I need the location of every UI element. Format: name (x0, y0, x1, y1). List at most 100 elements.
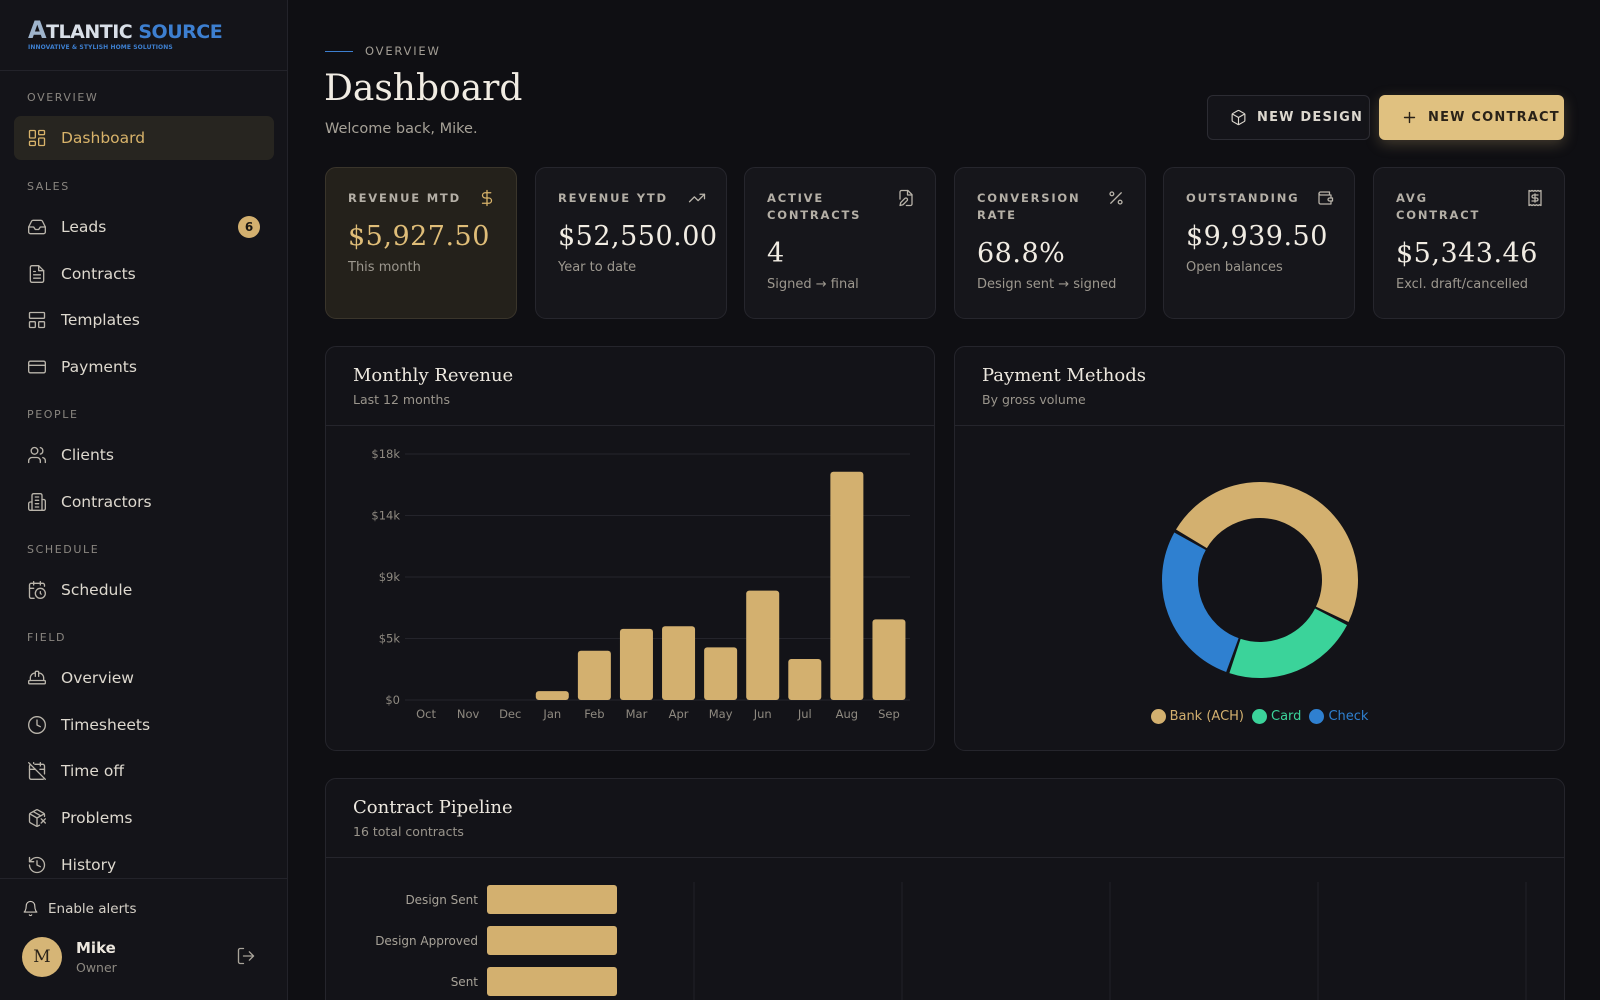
sidebar-item-history[interactable]: History (14, 843, 274, 887)
sidebar-item-label: Leads (61, 218, 107, 236)
panel-title: Contract Pipeline (353, 797, 513, 818)
bar-may[interactable] (704, 647, 738, 700)
bar-feb[interactable] (577, 650, 611, 700)
percent-icon (1109, 191, 1123, 205)
sidebar-item-time-off[interactable]: Time off (14, 749, 274, 793)
sidebar-item-leads[interactable]: Leads 6 (14, 205, 274, 249)
sidebar-item-label: Contractors (61, 492, 152, 511)
user-name: Mike (76, 939, 116, 957)
kpi-icon-wrap (478, 189, 496, 207)
x-tick-label: Aug (836, 707, 858, 721)
x-tick-label: Feb (584, 707, 604, 721)
sidebar-item-overview[interactable]: Overview (14, 656, 274, 700)
receipt-icon (1528, 189, 1542, 207)
donut-slice-card[interactable] (1229, 607, 1347, 678)
payment-methods-panel: Payment Methods By gross volume Bank (AC… (954, 346, 1565, 751)
legend-item: Check (1309, 709, 1368, 724)
kpi-label: ACTIVE CONTRACTS (767, 191, 862, 222)
nav-section-label: SALES (27, 180, 70, 193)
sidebar-item-clients[interactable]: Clients (14, 433, 274, 477)
pipeline-bar-design-sent[interactable] (487, 885, 617, 914)
package-x-icon-wrap (27, 808, 47, 828)
kpi-label: CONVERSION RATE (977, 191, 1081, 222)
kpi-value: $9,939.50 (1186, 221, 1328, 252)
page-title: Dashboard (324, 68, 523, 109)
kpi-card-conversion-rate[interactable]: CONVERSION RATE 68.8% Design sent → signed (954, 167, 1146, 319)
x-tick-label: Apr (669, 707, 689, 721)
kpi-card-revenue-mtd[interactable]: REVENUE MTD $5,927.50 This month (325, 167, 517, 319)
bar-mar[interactable] (619, 628, 653, 700)
hard-hat-icon (28, 670, 46, 685)
avatar: M (22, 937, 62, 977)
payment-methods-chart (1162, 482, 1358, 678)
panel-title: Payment Methods (982, 365, 1146, 386)
donut-slice-check[interactable] (1162, 532, 1240, 672)
trending-up-icon (688, 193, 706, 203)
credit-card-icon (28, 360, 46, 374)
kpi-label: OUTSTANDING (1186, 191, 1300, 205)
building-icon-wrap (27, 492, 47, 512)
sidebar-item-contractors[interactable]: Contractors (14, 480, 274, 524)
kpi-card-outstanding[interactable]: OUTSTANDING $9,939.50 Open balances (1163, 167, 1355, 319)
sidebar-item-label: Problems (61, 809, 133, 828)
bar-jun[interactable] (746, 590, 780, 700)
sidebar-item-schedule[interactable]: Schedule (14, 568, 274, 612)
sidebar-item-label: Overview (61, 669, 134, 687)
kpi-icon-wrap (1316, 189, 1334, 207)
sidebar-item-label: Schedule (61, 581, 133, 599)
kpi-label: REVENUE YTD (558, 191, 668, 205)
enable-alerts-button[interactable]: Enable alerts (22, 900, 136, 917)
sidebar-item-templates[interactable]: Templates (14, 298, 274, 342)
kpi-caption: Year to date (558, 260, 637, 275)
bar-sep[interactable] (872, 619, 906, 700)
bar-apr[interactable] (662, 626, 696, 700)
kpi-caption: This month (348, 260, 421, 275)
sidebar-item-label: Payments (61, 358, 137, 377)
x-tick-label: Dec (499, 707, 521, 721)
building-icon (28, 492, 46, 511)
legend-item: Bank (ACH) (1150, 709, 1244, 724)
pipeline-stage-label: Design Approved (375, 934, 478, 948)
bar-jul[interactable] (788, 659, 822, 700)
legend-item: Card (1252, 709, 1301, 724)
contract-pipeline-chart: Design Sent Design Approved Sent (375, 882, 1527, 1000)
logout-icon[interactable] (236, 946, 256, 966)
legend-label: Card (1271, 709, 1302, 724)
sidebar-item-payments[interactable]: Payments (14, 345, 274, 389)
user-profile[interactable]: M Mike Owner (22, 937, 117, 977)
welcome-message: Welcome back, Mike. (325, 121, 478, 137)
kpi-value: 4 (767, 238, 785, 269)
sidebar-item-dashboard[interactable]: Dashboard (14, 116, 274, 160)
new-design-button[interactable]: NEW DESIGN (1207, 95, 1370, 140)
nav-section-label: OVERVIEW (27, 91, 99, 104)
legend-dot (1252, 709, 1268, 724)
donut-slice-bank-ach[interactable] (1176, 482, 1358, 623)
grid-icon-wrap (27, 128, 47, 148)
logo-word-2: SOURCE (138, 21, 223, 43)
history-icon (28, 856, 46, 873)
pipeline-stage-label: Design Sent (405, 893, 478, 907)
layout-icon-wrap (27, 310, 47, 330)
sidebar-item-label: Time off (61, 762, 125, 781)
pipeline-bar-sent[interactable] (487, 967, 617, 996)
bar-aug[interactable] (830, 471, 864, 700)
kpi-icon-wrap (688, 189, 706, 207)
leads-count-badge: 6 (238, 216, 260, 238)
sidebar-item-contracts[interactable]: Contracts (14, 252, 274, 296)
kpi-card-active-contracts[interactable]: ACTIVE CONTRACTS 4 Signed → final (744, 167, 936, 319)
kpi-card-revenue-ytd[interactable]: REVENUE YTD $52,550.00 Year to date (535, 167, 727, 319)
kpi-card-avg-contract[interactable]: AVG CONTRACT $5,343.46 Excl. draft/cancell… (1373, 167, 1565, 319)
kpi-value: $5,343.46 (1396, 238, 1538, 269)
clock-icon-wrap (27, 715, 47, 735)
sidebar-item-problems[interactable]: Problems (14, 796, 274, 840)
sidebar-item-timesheets[interactable]: Timesheets (14, 703, 274, 747)
x-tick-label: Mar (626, 707, 648, 721)
kpi-icon-wrap (897, 189, 915, 207)
inbox-icon (28, 219, 46, 235)
credit-card-icon-wrap (27, 357, 47, 377)
bar-jan[interactable] (535, 691, 569, 700)
pipeline-bar-design-approved[interactable] (487, 926, 617, 955)
brand-logo[interactable]: ATLANTIC SOURCE INNOVATIVE & STYLISH HOM… (0, 0, 287, 71)
new-contract-button[interactable]: NEW CONTRACT (1379, 95, 1564, 140)
sidebar: ATLANTIC SOURCE INNOVATIVE & STYLISH HOM… (0, 0, 288, 1000)
